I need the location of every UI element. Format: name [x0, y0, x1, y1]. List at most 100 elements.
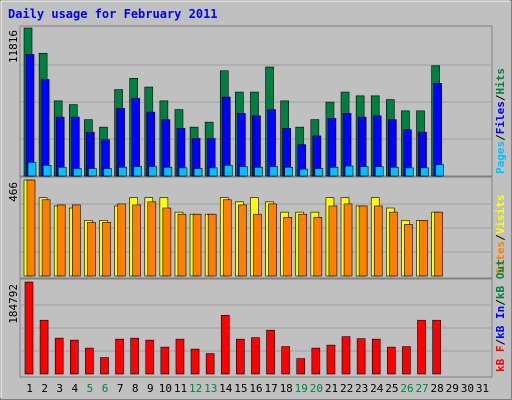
x-tick-label: 31 — [476, 382, 489, 395]
bar-sites-day-9 — [147, 201, 157, 277]
bar-sites-day-18 — [283, 216, 292, 277]
legend-entry: kB F — [494, 346, 507, 373]
bar-kb-f-day-7 — [115, 338, 124, 375]
bar-kb-f-day-5 — [85, 347, 94, 375]
x-tick-label: 30 — [461, 382, 474, 395]
bar-pages-day-23 — [359, 166, 369, 177]
bar-pages-day-8 — [133, 166, 142, 177]
legend-entry: / — [494, 134, 507, 141]
bar-pages-day-6 — [103, 168, 112, 177]
bar-pages-day-16 — [254, 166, 263, 177]
bar-sites-day-17 — [268, 203, 277, 277]
bar-files-day-4 — [70, 116, 80, 177]
bar-kb-f-day-26 — [402, 346, 411, 375]
bar-sites-day-27 — [419, 220, 428, 277]
bar-pages-day-2 — [42, 165, 52, 177]
bar-sites-day-23 — [358, 205, 368, 277]
bar-kb-f-day-14 — [220, 314, 230, 375]
bar-pages-day-9 — [148, 166, 158, 177]
bar-pages-day-18 — [284, 166, 293, 177]
bar-pages-day-13 — [208, 167, 218, 177]
bar-pages-day-28 — [435, 164, 444, 177]
x-tick-label: 17 — [264, 382, 277, 395]
bar-pages-day-3 — [57, 166, 67, 177]
x-tick-label: 11 — [174, 382, 187, 395]
bar-sites-day-12 — [192, 213, 202, 277]
bar-files-day-14 — [221, 96, 231, 177]
bar-pages-day-19 — [299, 168, 309, 177]
x-tick-label: 28 — [431, 382, 444, 395]
bar-kb-f-day-9 — [145, 339, 155, 375]
bar-pages-day-20 — [314, 168, 324, 177]
x-tick-label: 14 — [219, 382, 233, 395]
bar-files-day-2 — [40, 79, 50, 177]
bar-kb-f-day-8 — [130, 337, 139, 375]
legend-entry: / — [494, 234, 507, 241]
bar-sites-day-8 — [132, 204, 141, 277]
bar-kb-f-day-1 — [24, 281, 34, 375]
x-tick-label: 4 — [72, 382, 79, 395]
bar-files-day-7 — [116, 108, 125, 177]
bar-kb-f-day-16 — [251, 337, 260, 375]
bar-pages-day-12 — [193, 168, 203, 177]
panel-kb-transfer — [19, 278, 493, 378]
bar-pages-day-21 — [329, 166, 339, 177]
x-tick-label: 8 — [132, 382, 139, 395]
bar-kb-f-day-13 — [205, 353, 215, 375]
x-tick-label: 24 — [370, 382, 384, 395]
bar-kb-f-day-28 — [432, 319, 441, 375]
bar-kb-f-day-11 — [175, 338, 185, 375]
bar-pages-day-15 — [239, 166, 248, 177]
bar-sites-day-14 — [222, 199, 232, 277]
chart-title: Daily usage for February 2011 — [8, 7, 218, 21]
x-tick-label: 12 — [189, 382, 202, 395]
x-tick-label: 29 — [446, 382, 459, 395]
x-tick-label: 13 — [204, 382, 217, 395]
bar-files-day-28 — [433, 83, 442, 177]
bar-pages-day-26 — [405, 167, 414, 177]
x-tick-label: 25 — [385, 382, 398, 395]
x-tick-label: 21 — [325, 382, 338, 395]
bar-kb-f-day-18 — [281, 346, 290, 375]
bar-pages-day-10 — [163, 166, 173, 177]
x-tick-label: 26 — [400, 382, 413, 395]
bar-pages-day-22 — [344, 165, 354, 177]
bar-kb-f-day-3 — [54, 337, 64, 375]
bar-kb-f-day-25 — [387, 346, 396, 375]
x-tick-label: 2 — [41, 382, 48, 395]
x-tick-label: 7 — [117, 382, 124, 395]
x-tick-label: 5 — [87, 382, 94, 395]
bar-sites-day-19 — [298, 213, 308, 277]
x-tick-label: 23 — [355, 382, 368, 395]
bar-files-day-17 — [267, 109, 276, 177]
bar-sites-day-3 — [56, 204, 66, 277]
x-tick-label: 6 — [102, 382, 109, 395]
legend-entry: kB Out — [494, 259, 507, 299]
bar-pages-day-4 — [72, 168, 82, 177]
y-max-label: 466 — [7, 182, 20, 202]
x-tick-label: 19 — [295, 382, 308, 395]
x-tick-label: 15 — [234, 382, 247, 395]
x-tick-label: 16 — [249, 382, 262, 395]
x-tick-label: 27 — [415, 382, 428, 395]
bar-kb-f-day-17 — [266, 329, 275, 375]
bar-pages-day-7 — [118, 166, 127, 177]
bar-sites-day-24 — [373, 205, 383, 277]
legend-entry: kB In — [494, 306, 507, 339]
panel-legend: Sites/Visits — [494, 195, 507, 275]
x-tick-label: 18 — [280, 382, 293, 395]
x-tick-label: 9 — [147, 382, 154, 395]
bar-files-day-1 — [25, 54, 35, 177]
bar-sites-day-16 — [253, 213, 262, 277]
legend-entry: / — [494, 339, 507, 346]
panel-legend: Pages/Files/Hits — [494, 68, 507, 174]
legend-entry: Pages — [494, 141, 507, 174]
x-tick-label: 3 — [56, 382, 63, 395]
bar-kb-f-day-19 — [296, 358, 306, 375]
bar-sites-day-6 — [102, 222, 111, 277]
y-max-label: 184792 — [7, 284, 20, 324]
bar-sites-day-22 — [343, 203, 353, 277]
bar-pages-day-25 — [390, 166, 399, 177]
x-tick-label: 20 — [310, 382, 323, 395]
